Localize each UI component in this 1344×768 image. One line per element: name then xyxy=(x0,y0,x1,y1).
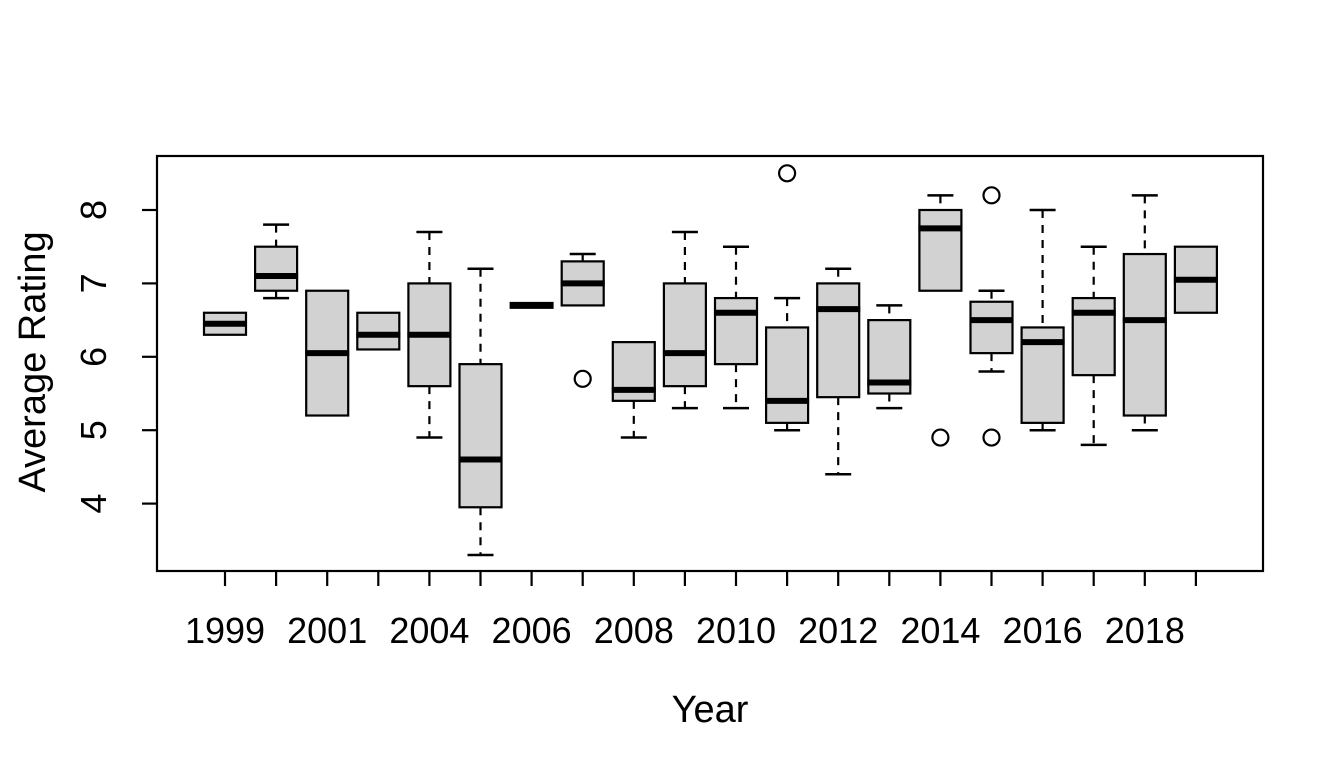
box-2012 xyxy=(816,282,861,399)
x-tick-label: 2004 xyxy=(389,610,469,651)
outlier-2015 xyxy=(982,186,1001,205)
box-2009 xyxy=(662,282,708,388)
outlier-2011 xyxy=(777,164,797,183)
box-2015 xyxy=(969,300,1014,355)
y-tick-label: 8 xyxy=(73,200,114,220)
box-2017 xyxy=(1071,296,1116,377)
x-tick-label: 2010 xyxy=(696,610,776,651)
box-2011 xyxy=(764,326,810,424)
plot-border xyxy=(155,154,1265,573)
box-2018 xyxy=(1122,252,1167,417)
box-2005 xyxy=(458,363,503,509)
y-tick-label: 6 xyxy=(73,347,114,367)
x-tick-label: 1999 xyxy=(185,610,265,651)
y-tick-label: 7 xyxy=(73,273,114,293)
x-tick-label: 2012 xyxy=(798,610,878,651)
outlier-2014 xyxy=(931,428,950,447)
x-tick-label: 2001 xyxy=(287,610,367,651)
plot-area: 4 5 6 7 8 1999 2001 2004 2006 2008 2010 2012 2014 201… xyxy=(73,154,1265,651)
box-2010 xyxy=(713,296,759,366)
box-2014 xyxy=(918,208,963,292)
outlier-2015 xyxy=(982,428,1001,447)
y-axis-title: Average Rating xyxy=(12,231,54,492)
x-axis-title: Year xyxy=(672,689,749,731)
x-tick-label: 2008 xyxy=(594,610,674,651)
x-tick-label: 2014 xyxy=(900,610,980,651)
x-tick-label: 2006 xyxy=(492,610,572,651)
box-2000 xyxy=(254,245,299,292)
x-tick-label: 2016 xyxy=(1003,610,1083,651)
y-tick-label: 4 xyxy=(73,494,114,514)
outlier-2007 xyxy=(573,369,592,388)
x-tick-label: 2018 xyxy=(1105,610,1185,651)
box-2003 xyxy=(356,311,401,351)
y-tick-label: 5 xyxy=(73,420,114,440)
